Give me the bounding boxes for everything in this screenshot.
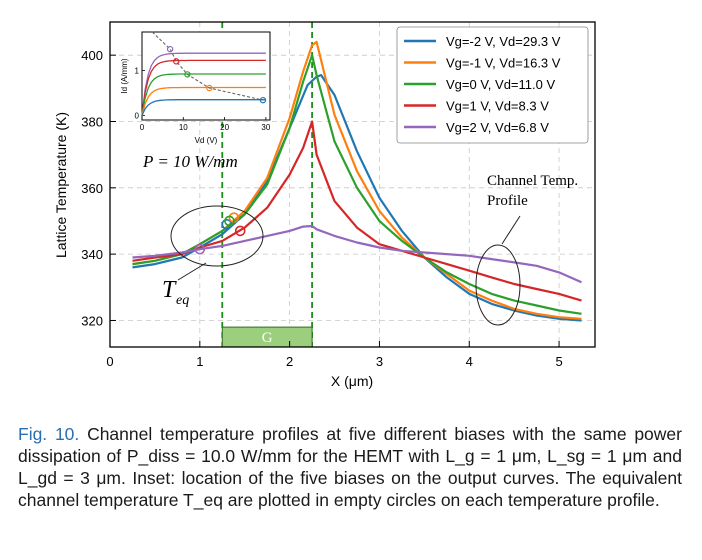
tick-layer: 0 1 2 3 4 5 320 340 360 380 400 — [81, 48, 562, 369]
figure-canvas: G 0 1 2 3 4 5 320 340 360 380 400 X (μm) Lattice T… — [53, 21, 596, 389]
teq-subscript: eq — [176, 293, 189, 308]
legend-frame — [396, 26, 589, 144]
inset-curve-2 — [141, 59, 266, 116]
annotations: P = 10 W/mm T eq Channel Temp. Profile — [142, 152, 578, 326]
inset-bias-point-5 — [259, 96, 267, 104]
y-tick-label: 400 — [81, 48, 103, 63]
inset-y-tick-label: 0 — [135, 111, 140, 120]
inset-frame — [141, 31, 271, 121]
inset-curve-3 — [141, 73, 266, 116]
plot-frame — [109, 21, 596, 348]
gate-label: G — [262, 330, 273, 346]
y-tick-label: 340 — [81, 247, 103, 262]
legend-label-5: Vg=2 V, Vd=6.8 V — [446, 120, 549, 135]
x-tick-label: 0 — [106, 354, 113, 369]
teq-marker-3 — [224, 215, 235, 227]
y-tick-label: 360 — [81, 181, 103, 196]
series-line-5 — [132, 224, 582, 284]
legend-label-1: Vg=-2 V, Vd=29.3 V — [446, 34, 561, 49]
y-axis-label: Lattice Temperature (K) — [53, 112, 69, 258]
inset-curve-1 — [141, 52, 266, 116]
inset-bias-point-1 — [166, 45, 174, 53]
teq-marker-5 — [194, 243, 206, 255]
legend-label-3: Vg=0 V, Vd=11.0 V — [446, 77, 555, 92]
legend-label-2: Vg=-1 V, Vd=16.3 V — [446, 56, 561, 71]
inset-bias-point-4 — [206, 84, 213, 92]
legend-label-4: Vg=1 V, Vd=8.3 V — [446, 99, 549, 114]
inset-x-tick-label: 0 — [140, 123, 145, 132]
inset-x-tick-label: 20 — [220, 123, 229, 132]
series-line-3 — [132, 54, 582, 315]
series-layer — [132, 40, 582, 322]
caption-text: Channel temperature profiles at five dif… — [18, 424, 682, 510]
inset-x-tick-label: 10 — [179, 123, 188, 132]
y-tick-label: 380 — [81, 114, 103, 129]
legend: Vg=-2 V, Vd=29.3 V Vg=-1 V, Vd=16.3 V Vg=0… — [396, 26, 589, 144]
inset-bias-point-2 — [173, 58, 180, 65]
x-axis-label: X (μm) — [331, 373, 373, 389]
power-annotation: P = 10 W/mm — [142, 152, 238, 171]
y-tick-label: 320 — [81, 313, 103, 328]
inset-x-tick-label: 30 — [261, 123, 270, 132]
x-tick-label: 2 — [286, 354, 293, 369]
teq-label: T — [162, 277, 177, 303]
inset-curve-4 — [141, 86, 266, 116]
teq-marker-1 — [221, 218, 233, 230]
teq-ellipse — [170, 205, 264, 267]
inset-content: 0 10 20 30 0 1 — [135, 31, 271, 132]
x-tick-label: 3 — [376, 354, 383, 369]
figure-caption: Fig. 10. Channel temperature profiles at… — [18, 423, 682, 511]
inset-plot: 0 10 20 30 0 1 Vd (V) Id (A/mm) — [120, 31, 271, 145]
caption-label: Fig. 10. — [18, 424, 80, 444]
inset-power-hyperbola — [151, 31, 264, 101]
x-tick-label: 1 — [196, 354, 203, 369]
inset-y-label: Id (A/mm) — [120, 58, 129, 93]
channel-label-line1: Channel Temp. — [487, 173, 578, 189]
series-line-4 — [132, 120, 582, 302]
x-tick-label: 4 — [466, 354, 473, 369]
channel-arrow — [501, 215, 521, 245]
inset-bias-point-3 — [184, 71, 191, 78]
channel-ellipse — [475, 244, 521, 326]
series-line-1 — [132, 74, 582, 322]
inset-x-label: Vd (V) — [195, 136, 218, 145]
x-tick-label: 5 — [555, 354, 562, 369]
inset-curve-5 — [141, 99, 266, 116]
channel-label-line2: Profile — [487, 193, 528, 209]
teq-marker-4 — [234, 225, 246, 237]
inset-y-tick-label: 1 — [135, 66, 140, 75]
teq-arrow — [177, 262, 207, 281]
